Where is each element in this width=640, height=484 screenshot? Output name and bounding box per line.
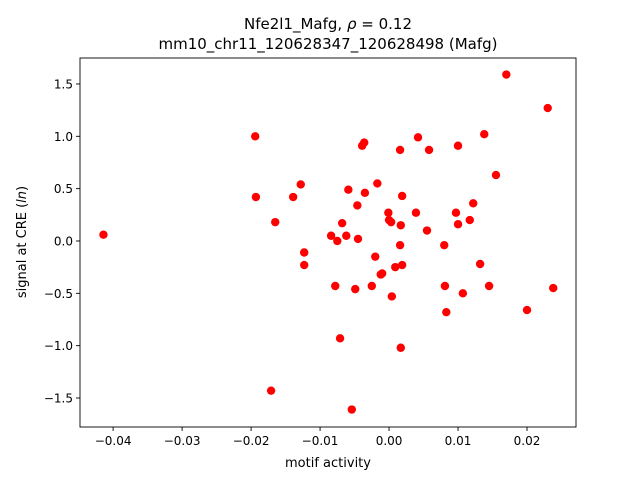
- x-tick-label: 0.00: [376, 434, 403, 448]
- data-point: [296, 180, 305, 189]
- x-tick-label: 0.02: [514, 434, 541, 448]
- data-point: [484, 281, 494, 291]
- data-point: [475, 259, 485, 269]
- x-tick-label: 0.01: [445, 434, 472, 448]
- data-point: [300, 248, 309, 257]
- data-point: [353, 234, 363, 244]
- data-point: [440, 240, 449, 250]
- data-point: [451, 208, 461, 217]
- y-tick-label: 1.5: [54, 77, 73, 91]
- x-tick-label: −0.04: [95, 434, 132, 448]
- y-axis-ticks: −1.5 −1.0 −0.5 0.0 0.5 1.0 1.5: [44, 77, 80, 406]
- data-point: [396, 221, 405, 230]
- data-point: [522, 305, 532, 315]
- data-point: [326, 231, 336, 240]
- data-point: [288, 192, 298, 202]
- x-tick-label: −0.02: [233, 434, 270, 448]
- plot-frame: [79, 57, 577, 428]
- data-point: [342, 231, 351, 240]
- data-point: [458, 289, 468, 298]
- data-point: [367, 281, 377, 291]
- data-point: [395, 145, 405, 155]
- data-point: [271, 217, 280, 227]
- data-point: [543, 103, 552, 113]
- data-point: [300, 260, 309, 270]
- data-point: [347, 405, 356, 414]
- data-point: [397, 191, 407, 201]
- data-point: [344, 185, 353, 194]
- data-point: [395, 240, 405, 250]
- data-point: [335, 334, 345, 343]
- data-point: [333, 236, 342, 246]
- data-point: [99, 230, 108, 239]
- data-point: [331, 281, 340, 291]
- data-point: [360, 138, 369, 147]
- data-point: [351, 284, 360, 294]
- data-point: [549, 283, 558, 293]
- data-point: [396, 343, 405, 352]
- data-point: [442, 307, 451, 317]
- x-axis-label: motif activity: [285, 456, 371, 471]
- data-point: [266, 386, 276, 395]
- y-tick-label: 1.0: [54, 130, 73, 144]
- x-tick-label: −0.03: [164, 434, 201, 448]
- data-point: [424, 145, 434, 155]
- points-layer: [99, 70, 558, 414]
- data-point: [251, 192, 261, 202]
- data-point: [384, 208, 393, 217]
- data-point: [373, 179, 382, 188]
- data-point: [413, 133, 423, 142]
- x-axis-ticks: −0.04 −0.03 −0.02 −0.01 0.00 0.01 0.02: [95, 427, 541, 448]
- data-point: [377, 269, 387, 278]
- data-point: [387, 292, 397, 301]
- data-point: [391, 262, 400, 272]
- data-point: [465, 215, 474, 225]
- y-tick-label: −1.5: [44, 392, 73, 406]
- data-point: [440, 281, 450, 291]
- data-point: [422, 226, 432, 235]
- data-point: [453, 220, 463, 229]
- data-point: [251, 132, 260, 141]
- data-point: [360, 188, 370, 198]
- y-tick-label: −0.5: [44, 287, 73, 301]
- data-point: [469, 199, 478, 208]
- x-tick-label: −0.01: [302, 434, 339, 448]
- data-point: [453, 141, 463, 150]
- y-tick-label: 0.0: [54, 234, 73, 248]
- y-axis-label: signal at CRE (ln): [15, 186, 30, 298]
- data-point: [411, 208, 421, 217]
- data-point: [397, 260, 407, 270]
- data-point: [386, 217, 396, 227]
- data-point: [480, 130, 489, 139]
- data-point: [337, 218, 347, 228]
- data-point: [491, 170, 501, 180]
- data-point: [502, 70, 511, 79]
- chart-title-line1: Nfe2l1_Mafg, ρ = 0.12: [244, 15, 412, 34]
- y-tick-label: 0.5: [54, 182, 73, 196]
- y-tick-label: −1.0: [44, 339, 73, 353]
- data-point: [353, 201, 362, 210]
- data-point: [371, 252, 380, 261]
- chart-title-line2: mm10_chr11_120628347_120628498 (Mafg): [158, 35, 497, 54]
